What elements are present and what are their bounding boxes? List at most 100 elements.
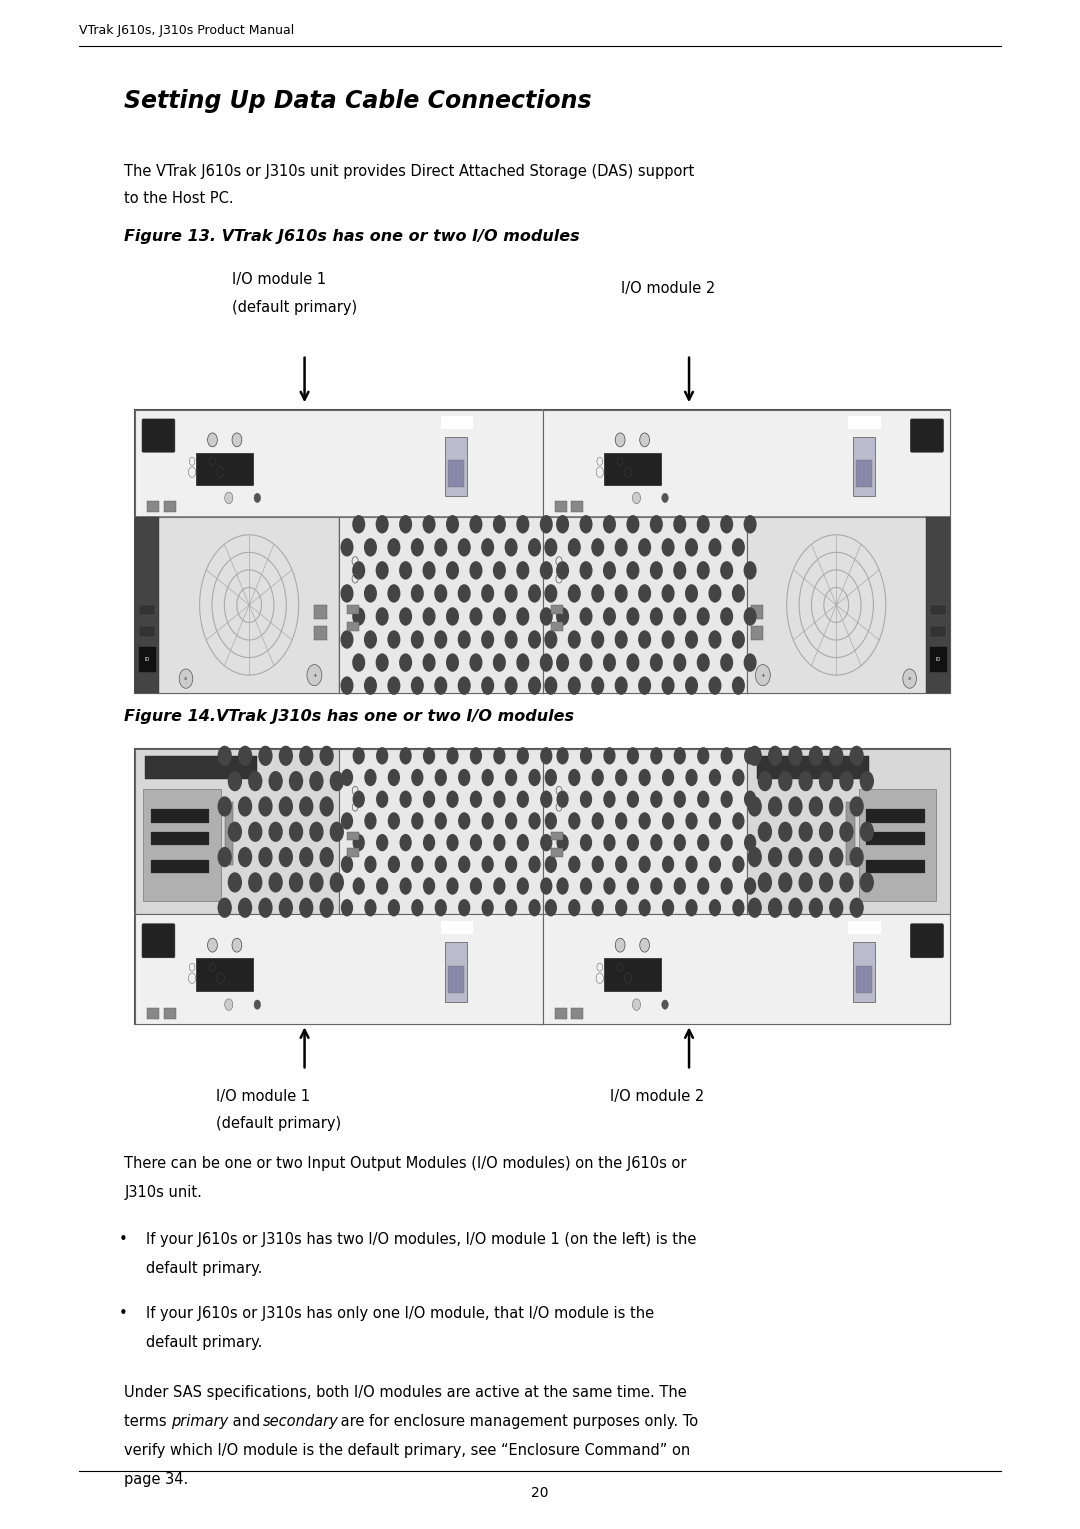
Circle shape [434, 676, 447, 694]
Text: Setting Up Data Cable Connections: Setting Up Data Cable Connections [124, 89, 592, 113]
Bar [751, 605, 762, 619]
Circle shape [352, 653, 365, 671]
Circle shape [839, 771, 853, 792]
Circle shape [207, 433, 217, 446]
Circle shape [732, 812, 744, 830]
Circle shape [592, 899, 604, 916]
Bar [866, 832, 924, 846]
Circle shape [556, 607, 569, 625]
Circle shape [778, 821, 793, 842]
Circle shape [516, 561, 529, 579]
Circle shape [388, 769, 400, 786]
Circle shape [446, 515, 459, 534]
Circle shape [352, 790, 365, 807]
Circle shape [604, 878, 616, 894]
Text: 20: 20 [531, 1486, 549, 1500]
Circle shape [819, 771, 833, 792]
Bar [930, 625, 945, 636]
Circle shape [309, 821, 324, 842]
Circle shape [591, 584, 604, 602]
Circle shape [708, 584, 721, 602]
Circle shape [758, 872, 772, 893]
Circle shape [470, 607, 483, 625]
Circle shape [320, 847, 334, 867]
Circle shape [528, 769, 541, 786]
Circle shape [540, 607, 553, 625]
Circle shape [446, 833, 459, 852]
Circle shape [638, 812, 651, 830]
Text: I/O module 1: I/O module 1 [216, 1089, 310, 1104]
Circle shape [580, 878, 592, 894]
Circle shape [673, 607, 686, 625]
Circle shape [686, 812, 698, 830]
Text: to the Host PC.: to the Host PC. [124, 191, 234, 206]
Circle shape [626, 653, 639, 671]
Circle shape [446, 748, 459, 764]
Circle shape [650, 561, 663, 579]
Circle shape [400, 561, 413, 579]
Circle shape [568, 812, 580, 830]
Circle shape [470, 653, 483, 671]
Circle shape [352, 561, 365, 579]
Circle shape [434, 856, 447, 873]
Circle shape [446, 607, 459, 625]
Circle shape [352, 878, 365, 894]
Circle shape [556, 878, 569, 894]
Circle shape [410, 584, 423, 602]
Bar [347, 832, 360, 839]
Circle shape [674, 790, 686, 807]
Circle shape [248, 872, 262, 893]
Circle shape [685, 676, 698, 694]
Circle shape [340, 538, 353, 557]
Circle shape [279, 746, 293, 766]
Circle shape [228, 821, 242, 842]
Circle shape [697, 748, 710, 764]
Circle shape [788, 898, 802, 917]
Text: terms: terms [124, 1414, 172, 1430]
Circle shape [540, 653, 553, 671]
Circle shape [352, 515, 365, 534]
Bar [314, 625, 326, 641]
Circle shape [626, 878, 639, 894]
Circle shape [747, 898, 761, 917]
Circle shape [819, 872, 833, 893]
Circle shape [482, 538, 495, 557]
Circle shape [747, 797, 761, 816]
Circle shape [423, 748, 435, 764]
Text: IO: IO [145, 657, 150, 662]
Bar [542, 410, 950, 517]
Bar [339, 749, 542, 914]
Circle shape [269, 821, 283, 842]
Circle shape [662, 812, 674, 830]
Circle shape [207, 939, 217, 953]
Circle shape [755, 665, 770, 685]
Circle shape [744, 748, 756, 764]
Bar [849, 920, 881, 934]
Circle shape [217, 746, 232, 766]
Circle shape [591, 676, 604, 694]
Circle shape [732, 769, 744, 786]
Circle shape [376, 878, 389, 894]
Circle shape [482, 856, 494, 873]
Circle shape [697, 653, 710, 671]
Text: If your J610s or J310s has two I/O modules, I/O module 1 (on the left) is the: If your J610s or J310s has two I/O modul… [146, 1232, 697, 1248]
Bar [138, 647, 156, 671]
Circle shape [376, 748, 389, 764]
Circle shape [434, 538, 447, 557]
Circle shape [626, 607, 639, 625]
Circle shape [638, 769, 651, 786]
Circle shape [798, 771, 813, 792]
Circle shape [603, 515, 616, 534]
Circle shape [528, 856, 541, 873]
Circle shape [580, 607, 593, 625]
Text: VTrak J610s, J310s Product Manual: VTrak J610s, J310s Product Manual [79, 23, 294, 37]
Circle shape [544, 676, 557, 694]
Circle shape [639, 433, 649, 446]
Circle shape [279, 847, 293, 867]
Text: +: + [312, 673, 316, 677]
Circle shape [341, 899, 353, 916]
Circle shape [708, 769, 721, 786]
Circle shape [615, 899, 627, 916]
Circle shape [798, 821, 813, 842]
Circle shape [232, 939, 242, 953]
